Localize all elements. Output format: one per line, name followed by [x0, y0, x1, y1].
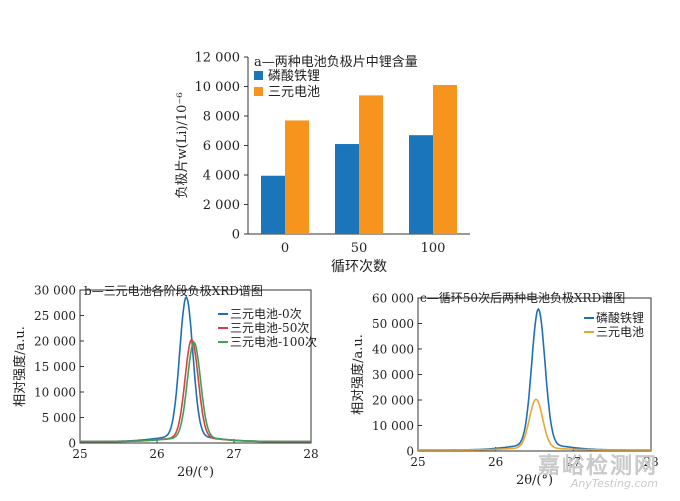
chart-a-y-tick-label: 6 000 — [203, 139, 240, 154]
chart-c-y-tick-label: 20 000 — [372, 394, 414, 408]
chart-b-y-tick-label: 25 000 — [34, 309, 76, 323]
chart-a-bar-1-0 — [285, 120, 309, 234]
chart-c-legend-label-0: 磷酸铁锂 — [596, 310, 644, 325]
chart-b-legend-label-1: 三元电池-50次 — [230, 321, 309, 335]
chart-a-y-tick-label: 0 — [232, 228, 240, 243]
chart-c-y-axis-label: 相对强度/a.u. — [350, 334, 366, 415]
chart-b-legend-label-0: 三元电池-0次 — [230, 307, 302, 321]
chart-c-y-tick-label: 30 000 — [372, 368, 414, 382]
chart-b-y-tick-label: 30 000 — [34, 284, 76, 298]
chart-b-y-tick-label: 15 000 — [34, 360, 76, 374]
chart-c-x-tick-label: 28 — [643, 455, 658, 469]
chart-c-series-line-1 — [418, 398, 651, 451]
chart-b-x-tick-label: 27 — [226, 447, 241, 461]
chart-b-y-tick-label: 5 000 — [42, 411, 76, 425]
chart-c-y-tick-label: 60 000 — [372, 292, 414, 306]
chart-c-x-tick-label: 25 — [410, 455, 425, 469]
chart-a-legend-swatch-0 — [254, 71, 263, 80]
chart-b-legend-label-2: 三元电池-100次 — [230, 335, 317, 349]
chart-a-x-tick-label: 100 — [421, 241, 446, 256]
chart-a-bar-1-2 — [433, 85, 457, 235]
chart-a-bar-0-2 — [409, 135, 433, 234]
chart-c-x-tick-label: 26 — [488, 455, 503, 469]
watermark-subtext: AnyTesting.com — [570, 477, 658, 490]
chart-a-x-tick-label: 0 — [281, 241, 289, 256]
chart-a-legend-label-0: 磷酸铁锂 — [268, 69, 320, 84]
chart-a-y-tick-label: 8 000 — [203, 110, 240, 125]
chart-a-y-axis-label: 负极片w(Li)/10⁻⁶ — [175, 92, 190, 198]
chart-b-y-tick-label: 10 000 — [34, 386, 76, 400]
chart-a-legend-swatch-1 — [254, 87, 263, 96]
chart-a-y-tick-label: 2 000 — [203, 198, 240, 213]
chart-b-x-tick-label: 25 — [72, 447, 87, 461]
chart-a-y-tick-label: 10 000 — [195, 80, 241, 95]
chart-c-title: c—循环50次后两种电池负极XRD谱图 — [420, 291, 625, 305]
chart-b-y-tick-label: 20 000 — [34, 335, 76, 349]
chart-b-series-line-2 — [80, 341, 311, 443]
chart-a-bar-0-1 — [335, 144, 359, 234]
chart-a-legend-label-1: 三元电池 — [268, 85, 320, 100]
chart-a-x-axis-label: 循环次数 — [331, 259, 387, 275]
chart-b-y-axis-label: 相对强度/a.u. — [12, 326, 28, 407]
chart-a-y-tick-label: 4 000 — [203, 169, 240, 184]
watermark-logo: 嘉峪检测网 AnyTesting.com — [537, 454, 658, 490]
chart-a-x-tick-label: 50 — [351, 241, 368, 256]
chart-a-y-tick-label: 12 000 — [195, 51, 241, 66]
chart-c-legend-label-1: 三元电池 — [596, 325, 644, 339]
watermark-text: 嘉峪检测网 — [537, 454, 658, 479]
chart-b-x-tick-label: 28 — [303, 447, 318, 461]
chart-b-title: b—三元电池各阶段负极XRD谱图 — [84, 283, 263, 298]
chart-c-x-axis-label: 2θ/(°) — [516, 473, 553, 488]
chart-b-x-axis-label: 2θ/(°) — [177, 465, 214, 480]
chart-c-y-tick-label: 50 000 — [372, 317, 414, 331]
chart-c-x-tick-label: 27 — [566, 455, 581, 469]
chart-a-bar-1-1 — [359, 95, 383, 234]
chart-b-y-tick-label: 0 — [68, 437, 76, 451]
chart-a-bar-0-0 — [261, 175, 285, 234]
chart-c-y-tick-label: 40 000 — [372, 343, 414, 357]
chart-b-x-tick-label: 26 — [149, 447, 164, 461]
chart-a-title: a—两种电池负极片中锂含量 — [254, 54, 418, 70]
chart-c-y-tick-label: 0 — [406, 445, 414, 459]
chart-c-y-tick-label: 10 000 — [372, 419, 414, 433]
